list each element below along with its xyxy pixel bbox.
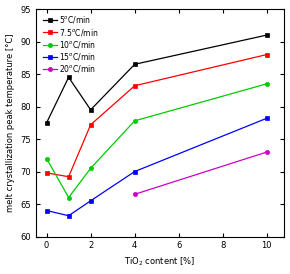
Line: 7.5°C/min: 7.5°C/min [45,52,269,179]
5°C/min [45,121,48,124]
10°C/min [45,157,48,160]
Y-axis label: melt crystallization peak temperature [°C]: melt crystallization peak temperature [°… [6,33,14,212]
10°C/min [133,119,136,122]
20°C/min [133,193,136,196]
10°C/min [265,82,269,85]
15°C/min [133,170,136,173]
10°C/min [89,167,93,170]
10°C/min [67,196,70,199]
7.5°C/min [133,84,136,87]
15°C/min [67,214,70,217]
Line: 20°C/min: 20°C/min [133,150,269,196]
7.5°C/min [67,175,70,178]
7.5°C/min [265,53,269,56]
15°C/min [265,117,269,120]
5°C/min [89,108,93,112]
7.5°C/min [89,123,93,126]
7.5°C/min [45,171,48,175]
5°C/min [133,63,136,66]
5°C/min [265,33,269,37]
Legend: 5$^o$C/min, 7.5$^o$C/min, 10$^o$C/min, 15$^o$C/min, 20$^o$C/min: 5$^o$C/min, 7.5$^o$C/min, 10$^o$C/min, 1… [42,13,100,76]
X-axis label: TiO$_2$ content [%]: TiO$_2$ content [%] [124,256,196,269]
Line: 5°C/min: 5°C/min [45,33,269,125]
Line: 15°C/min: 15°C/min [45,116,269,218]
20°C/min [265,150,269,154]
15°C/min [89,199,93,202]
15°C/min [45,209,48,212]
5°C/min [67,76,70,79]
Line: 10°C/min: 10°C/min [45,82,269,200]
